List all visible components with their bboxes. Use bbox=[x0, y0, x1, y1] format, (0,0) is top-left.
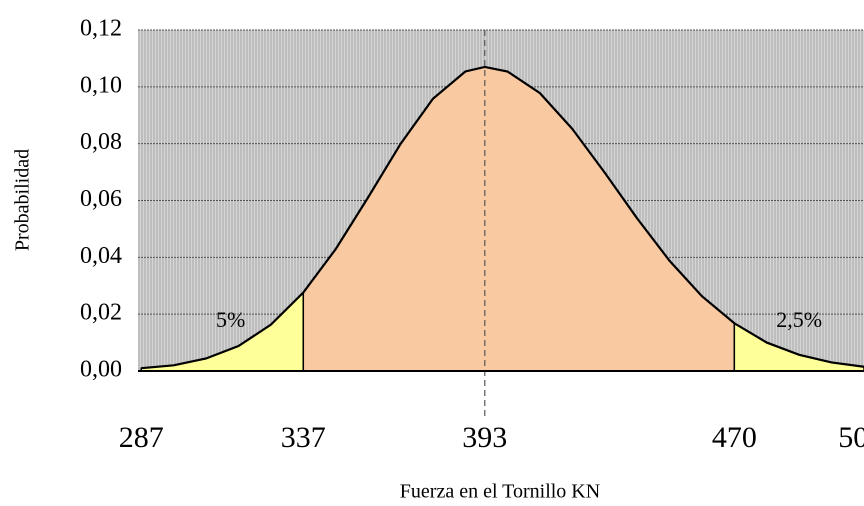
y-tick-label: 0,08 bbox=[80, 129, 122, 155]
y-tick-label: 0,02 bbox=[80, 300, 122, 326]
x-tick-label: 509 bbox=[838, 421, 864, 454]
y-tick-label: 0,04 bbox=[80, 243, 122, 269]
y-tick-label: 0,10 bbox=[80, 72, 122, 98]
y-tick-label: 0,06 bbox=[80, 186, 122, 212]
annotation: 2,5% bbox=[776, 307, 822, 332]
curve bbox=[141, 65, 864, 370]
x-tick-label: 393 bbox=[462, 421, 507, 454]
x-axis-label: Fuerza en el Tornillo KN bbox=[400, 481, 600, 503]
y-tick-label: 0,12 bbox=[80, 16, 122, 42]
x-tick-label: 337 bbox=[281, 421, 326, 454]
x-tick-label: 470 bbox=[712, 421, 757, 454]
y-axis-label: Probabilidad bbox=[12, 149, 34, 251]
y-tick-label: 0,00 bbox=[80, 357, 122, 383]
x-tick-label: 287 bbox=[119, 421, 164, 454]
annotation: 5% bbox=[216, 307, 245, 332]
